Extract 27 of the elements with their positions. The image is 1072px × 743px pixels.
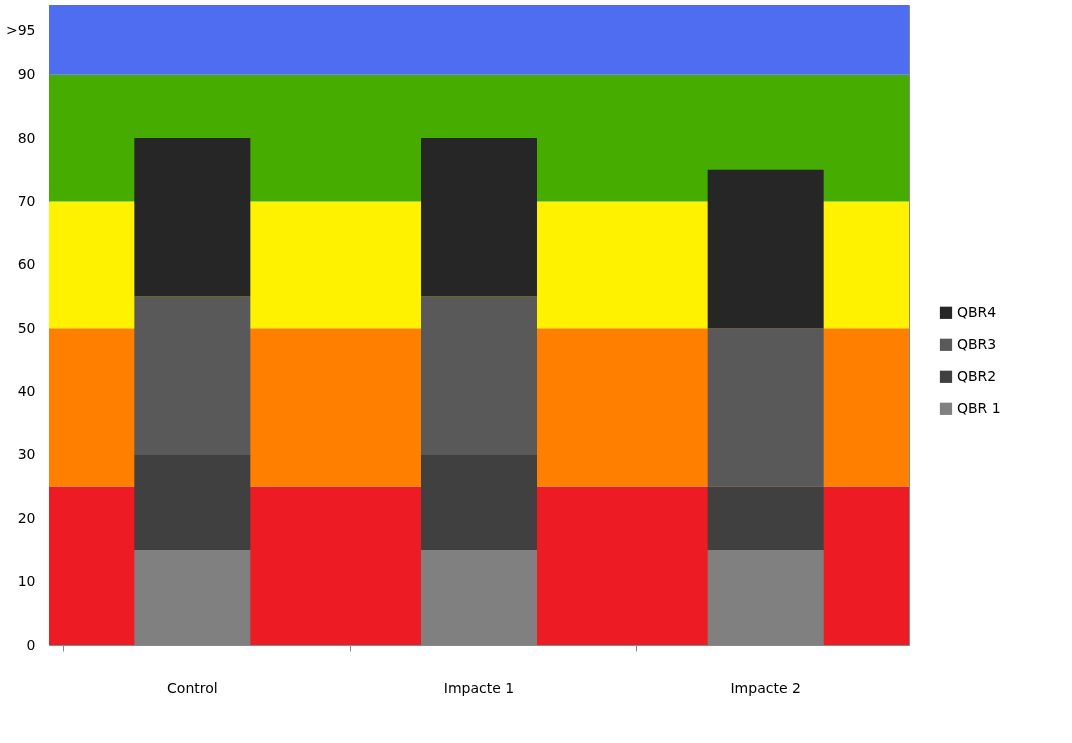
x-tick-label: Control	[167, 679, 218, 696]
bar	[707, 486, 824, 550]
y-tick-label: 50	[17, 319, 36, 336]
bar	[421, 138, 537, 297]
legend-label: QBR2	[957, 367, 997, 384]
bar	[134, 454, 251, 550]
y-tick-label: 30	[17, 446, 36, 463]
bar	[134, 138, 251, 297]
x-tick-label: Impacte 1	[443, 679, 515, 696]
legend-label: QBR4	[957, 303, 997, 320]
bar	[707, 328, 824, 487]
y-tick-label: 90	[17, 66, 36, 83]
x-tick-label: Impacte 2	[730, 679, 801, 696]
bar	[421, 296, 537, 455]
y-tick-label: 40	[17, 383, 36, 400]
y-tick-label: 80	[17, 129, 36, 146]
bar	[421, 454, 537, 550]
y-tick-label: 70	[17, 192, 36, 209]
bar	[134, 296, 251, 455]
bar	[707, 169, 824, 329]
y-tick-label: 60	[17, 256, 36, 273]
legend-label: QBR 1	[957, 399, 1001, 416]
y-tick-label: 0	[26, 636, 36, 653]
y-tick-label: >95	[5, 21, 36, 38]
y-tick-label: 10	[17, 573, 36, 590]
legend-label: QBR3	[957, 335, 997, 352]
y-tick-label: 20	[17, 509, 36, 526]
